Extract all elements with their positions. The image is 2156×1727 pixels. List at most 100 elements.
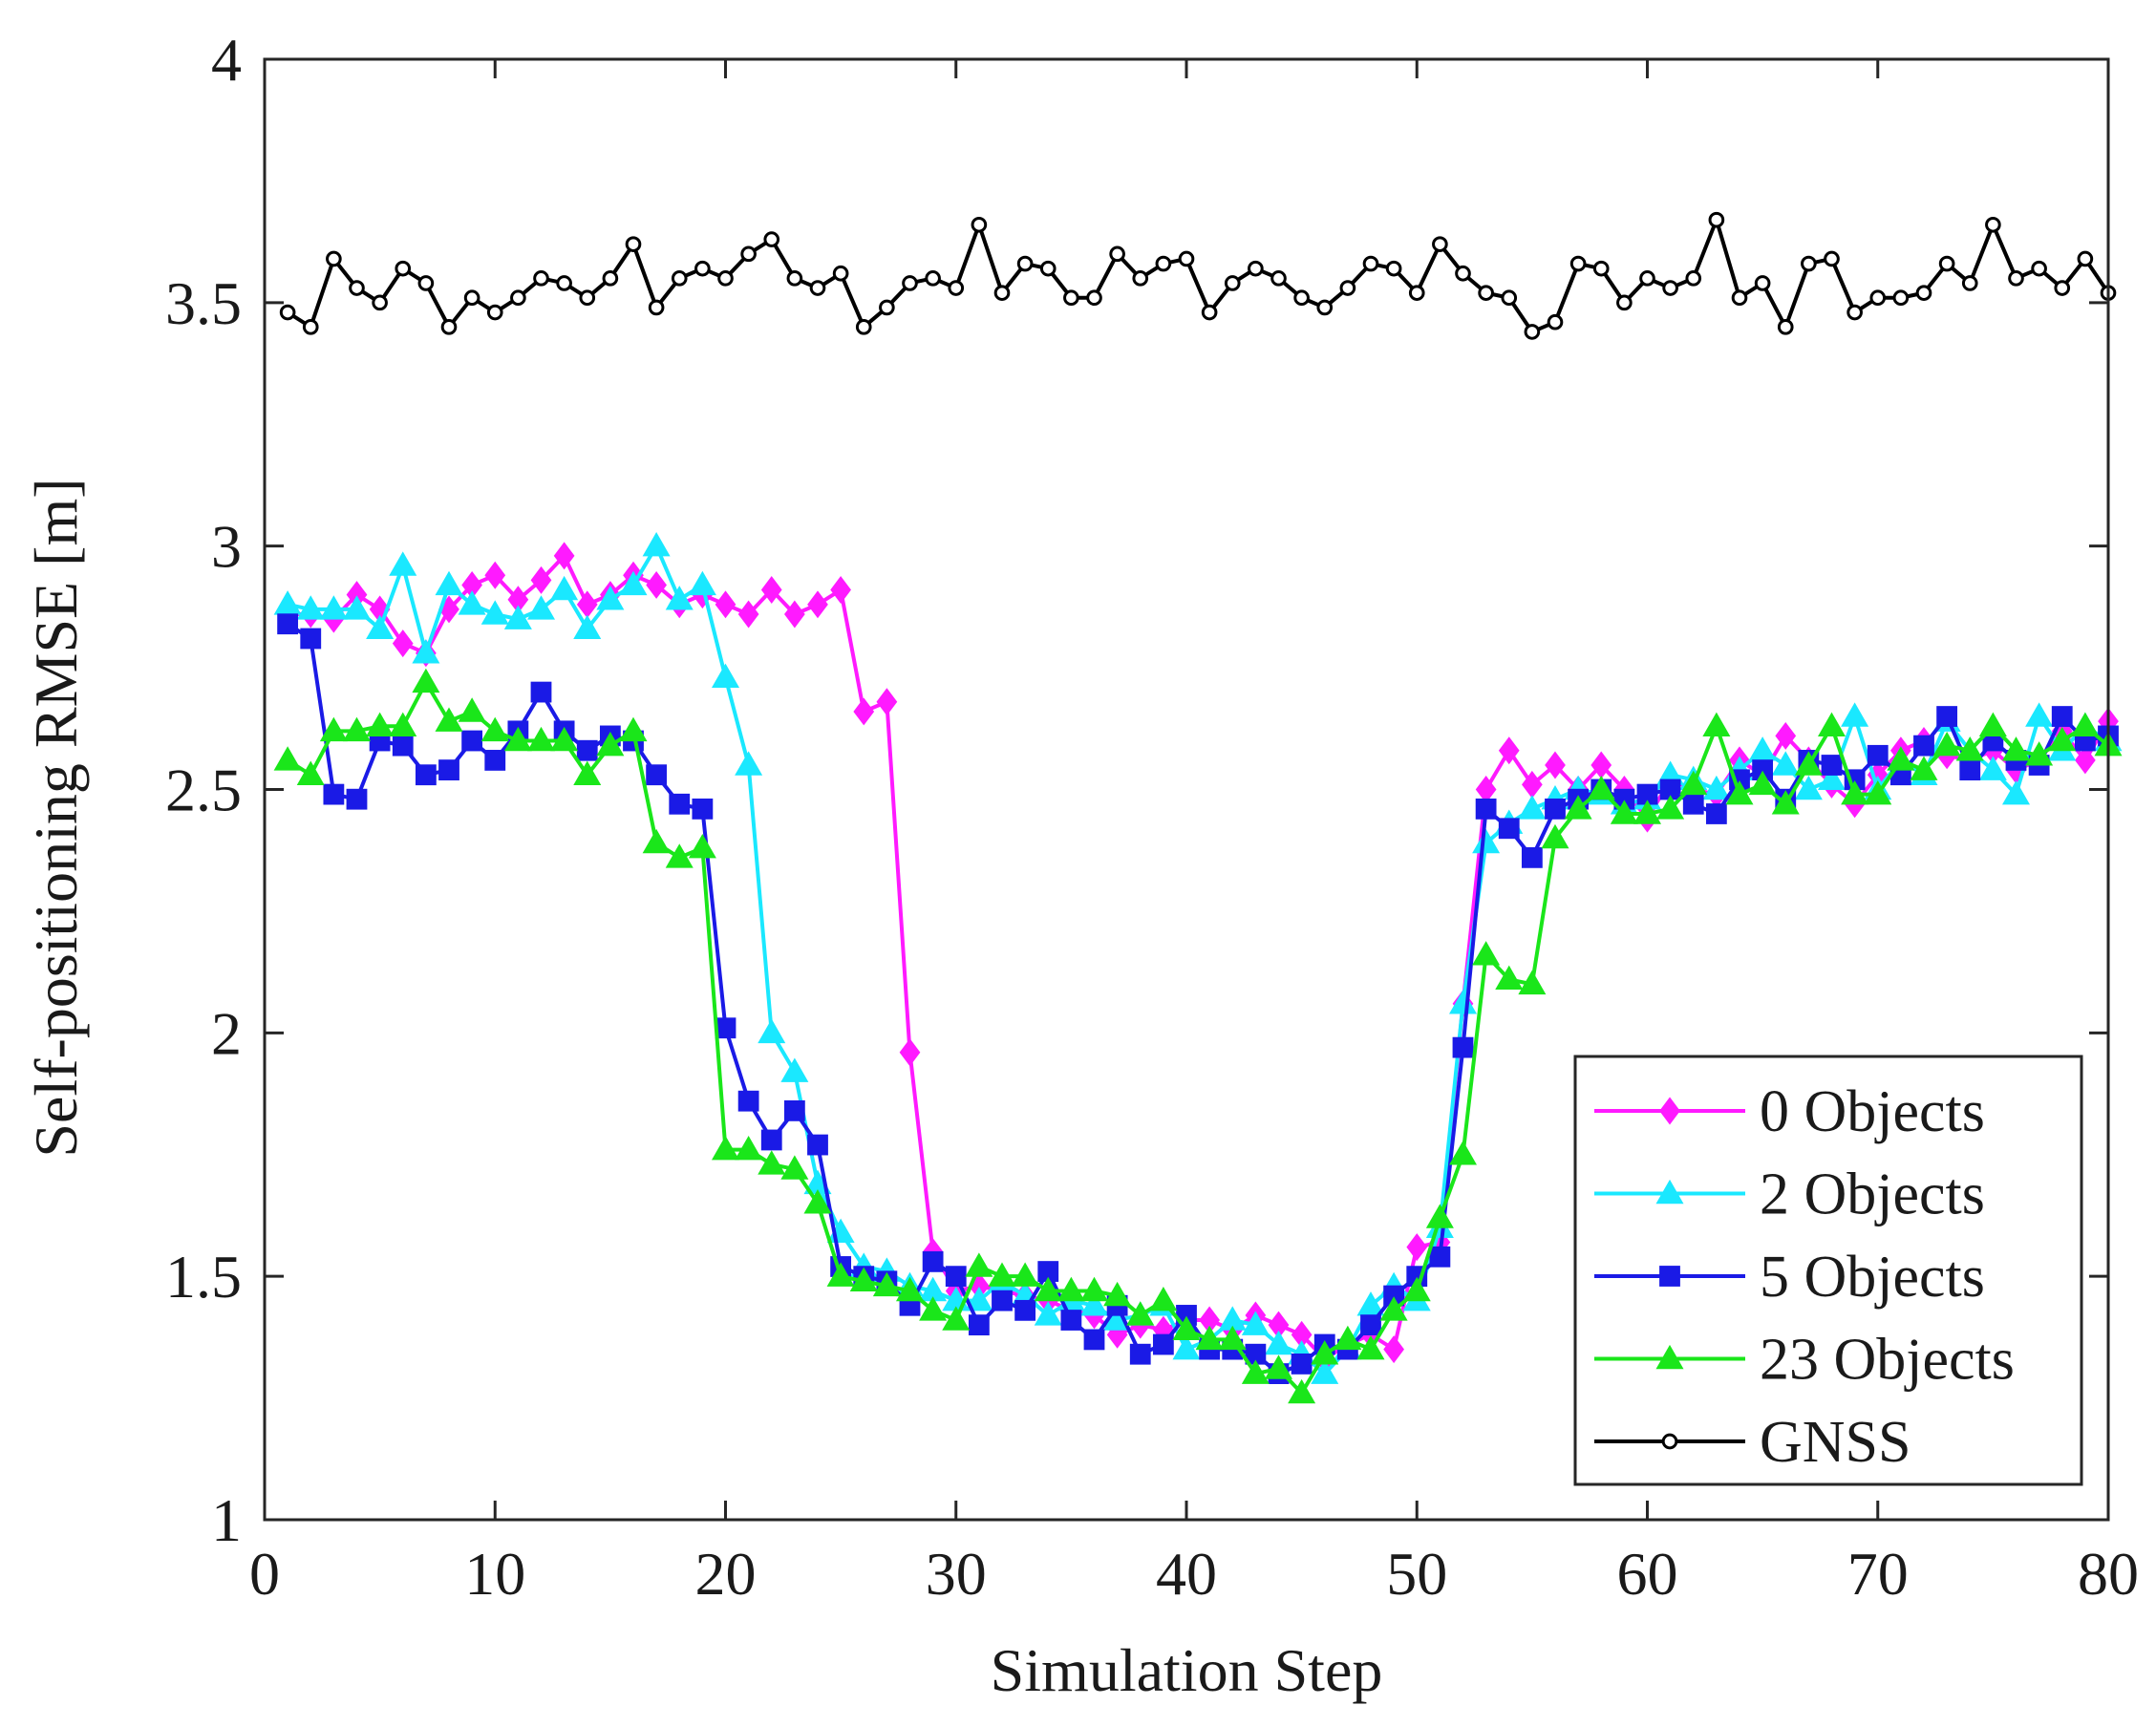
data-point xyxy=(530,681,552,703)
data-point xyxy=(902,275,918,291)
data-point xyxy=(1218,1325,1247,1351)
data-point xyxy=(646,570,667,599)
legend-label: 2 Objects xyxy=(1760,1162,1985,1227)
data-point xyxy=(526,726,556,752)
data-point xyxy=(323,783,345,805)
data-point xyxy=(1178,250,1195,267)
data-point xyxy=(1014,1299,1036,1321)
data-point xyxy=(326,250,342,267)
data-point xyxy=(780,1057,809,1082)
y-axis: 1 1.5 2 2.5 3 3.5 4 xyxy=(165,26,2108,1554)
data-point xyxy=(1817,712,1846,736)
data-point xyxy=(1731,289,1748,307)
data-point xyxy=(803,1189,832,1214)
data-point xyxy=(758,1150,786,1175)
y-tick-label: 2 xyxy=(211,999,242,1067)
data-point xyxy=(619,570,648,596)
data-point xyxy=(1172,1315,1201,1340)
data-point xyxy=(919,1296,948,1321)
data-point xyxy=(786,270,803,287)
data-point xyxy=(2077,250,2094,267)
data-point xyxy=(2031,260,2047,277)
data-point xyxy=(417,275,435,291)
x-tick-label: 0 xyxy=(249,1540,280,1608)
data-point xyxy=(530,565,552,594)
x-tick-label: 10 xyxy=(464,1540,525,1608)
data-point xyxy=(988,1262,1016,1287)
data-point xyxy=(553,542,575,570)
data-point xyxy=(392,629,414,658)
data-point xyxy=(1011,1262,1039,1287)
data-point xyxy=(1172,1334,1201,1360)
legend-item-23-objects: 23 Objects xyxy=(1594,1328,2015,1393)
data-point xyxy=(1794,751,1823,776)
data-point xyxy=(876,688,898,716)
data-point xyxy=(1195,1325,1224,1351)
y-axis-label: Self-positioning RMSE [m] xyxy=(22,478,90,1157)
data-point xyxy=(503,726,532,752)
data-point xyxy=(1241,1311,1270,1335)
data-point xyxy=(395,260,412,277)
data-point xyxy=(1034,1301,1062,1326)
data-point xyxy=(440,318,458,335)
data-point xyxy=(826,1262,855,1287)
data-point xyxy=(1892,289,1910,307)
legend-item-gnss: GNSS xyxy=(1594,1410,1911,1475)
data-point xyxy=(1817,765,1846,791)
data-point xyxy=(965,1286,993,1311)
data-point xyxy=(366,614,395,640)
data-point xyxy=(484,561,506,589)
data-point xyxy=(2008,270,2024,287)
data-point xyxy=(1959,759,1981,781)
data-point xyxy=(1682,793,1704,815)
data-point xyxy=(1057,1276,1085,1302)
data-point xyxy=(1034,1276,1062,1302)
data-point xyxy=(1060,1310,1082,1331)
data-point xyxy=(1801,255,1817,272)
data-point xyxy=(596,731,625,757)
data-point xyxy=(1455,265,1471,282)
data-point xyxy=(346,788,368,810)
legend-item-0-objects: 0 Objects xyxy=(1594,1079,1985,1144)
data-point xyxy=(1936,706,1958,727)
data-point xyxy=(510,289,526,307)
data-point xyxy=(688,570,716,596)
data-point xyxy=(1264,1330,1293,1355)
data-point xyxy=(965,1252,993,1277)
data-point xyxy=(302,318,319,335)
data-point xyxy=(872,1271,901,1297)
data-point xyxy=(740,245,757,263)
data-point xyxy=(1656,795,1685,820)
x-tick-label: 80 xyxy=(2078,1540,2139,1608)
legend-label: 23 Objects xyxy=(1760,1328,2015,1393)
data-point xyxy=(1725,779,1754,805)
legend-marker xyxy=(1661,1433,1678,1450)
data-point xyxy=(461,730,483,752)
data-point xyxy=(435,707,463,732)
x-tick-label: 30 xyxy=(926,1540,987,1608)
data-point xyxy=(1109,245,1125,263)
x-tick-label: 60 xyxy=(1617,1540,1678,1608)
data-point xyxy=(971,216,988,233)
data-point xyxy=(2001,736,2031,761)
data-point xyxy=(533,270,549,287)
data-point xyxy=(1083,1329,1105,1351)
data-point xyxy=(1383,1335,1404,1364)
data-point xyxy=(1524,324,1541,340)
data-point xyxy=(579,289,596,307)
data-point xyxy=(1545,751,1566,779)
data-point xyxy=(576,739,598,761)
data-point xyxy=(922,1250,944,1272)
data-point xyxy=(1841,779,1869,805)
data-point xyxy=(573,760,602,785)
data-point xyxy=(1547,313,1564,330)
data-point xyxy=(1472,941,1501,966)
legend: 0 Objects 2 Objects 5 Objects 23 Objects GNS… xyxy=(1573,1055,2083,1486)
data-point xyxy=(1662,280,1678,296)
data-point xyxy=(1978,756,2007,780)
data-point xyxy=(1932,731,1961,757)
data-point xyxy=(1402,1276,1431,1302)
data-point xyxy=(412,668,440,693)
data-point xyxy=(573,614,602,640)
data-point xyxy=(1915,285,1932,301)
